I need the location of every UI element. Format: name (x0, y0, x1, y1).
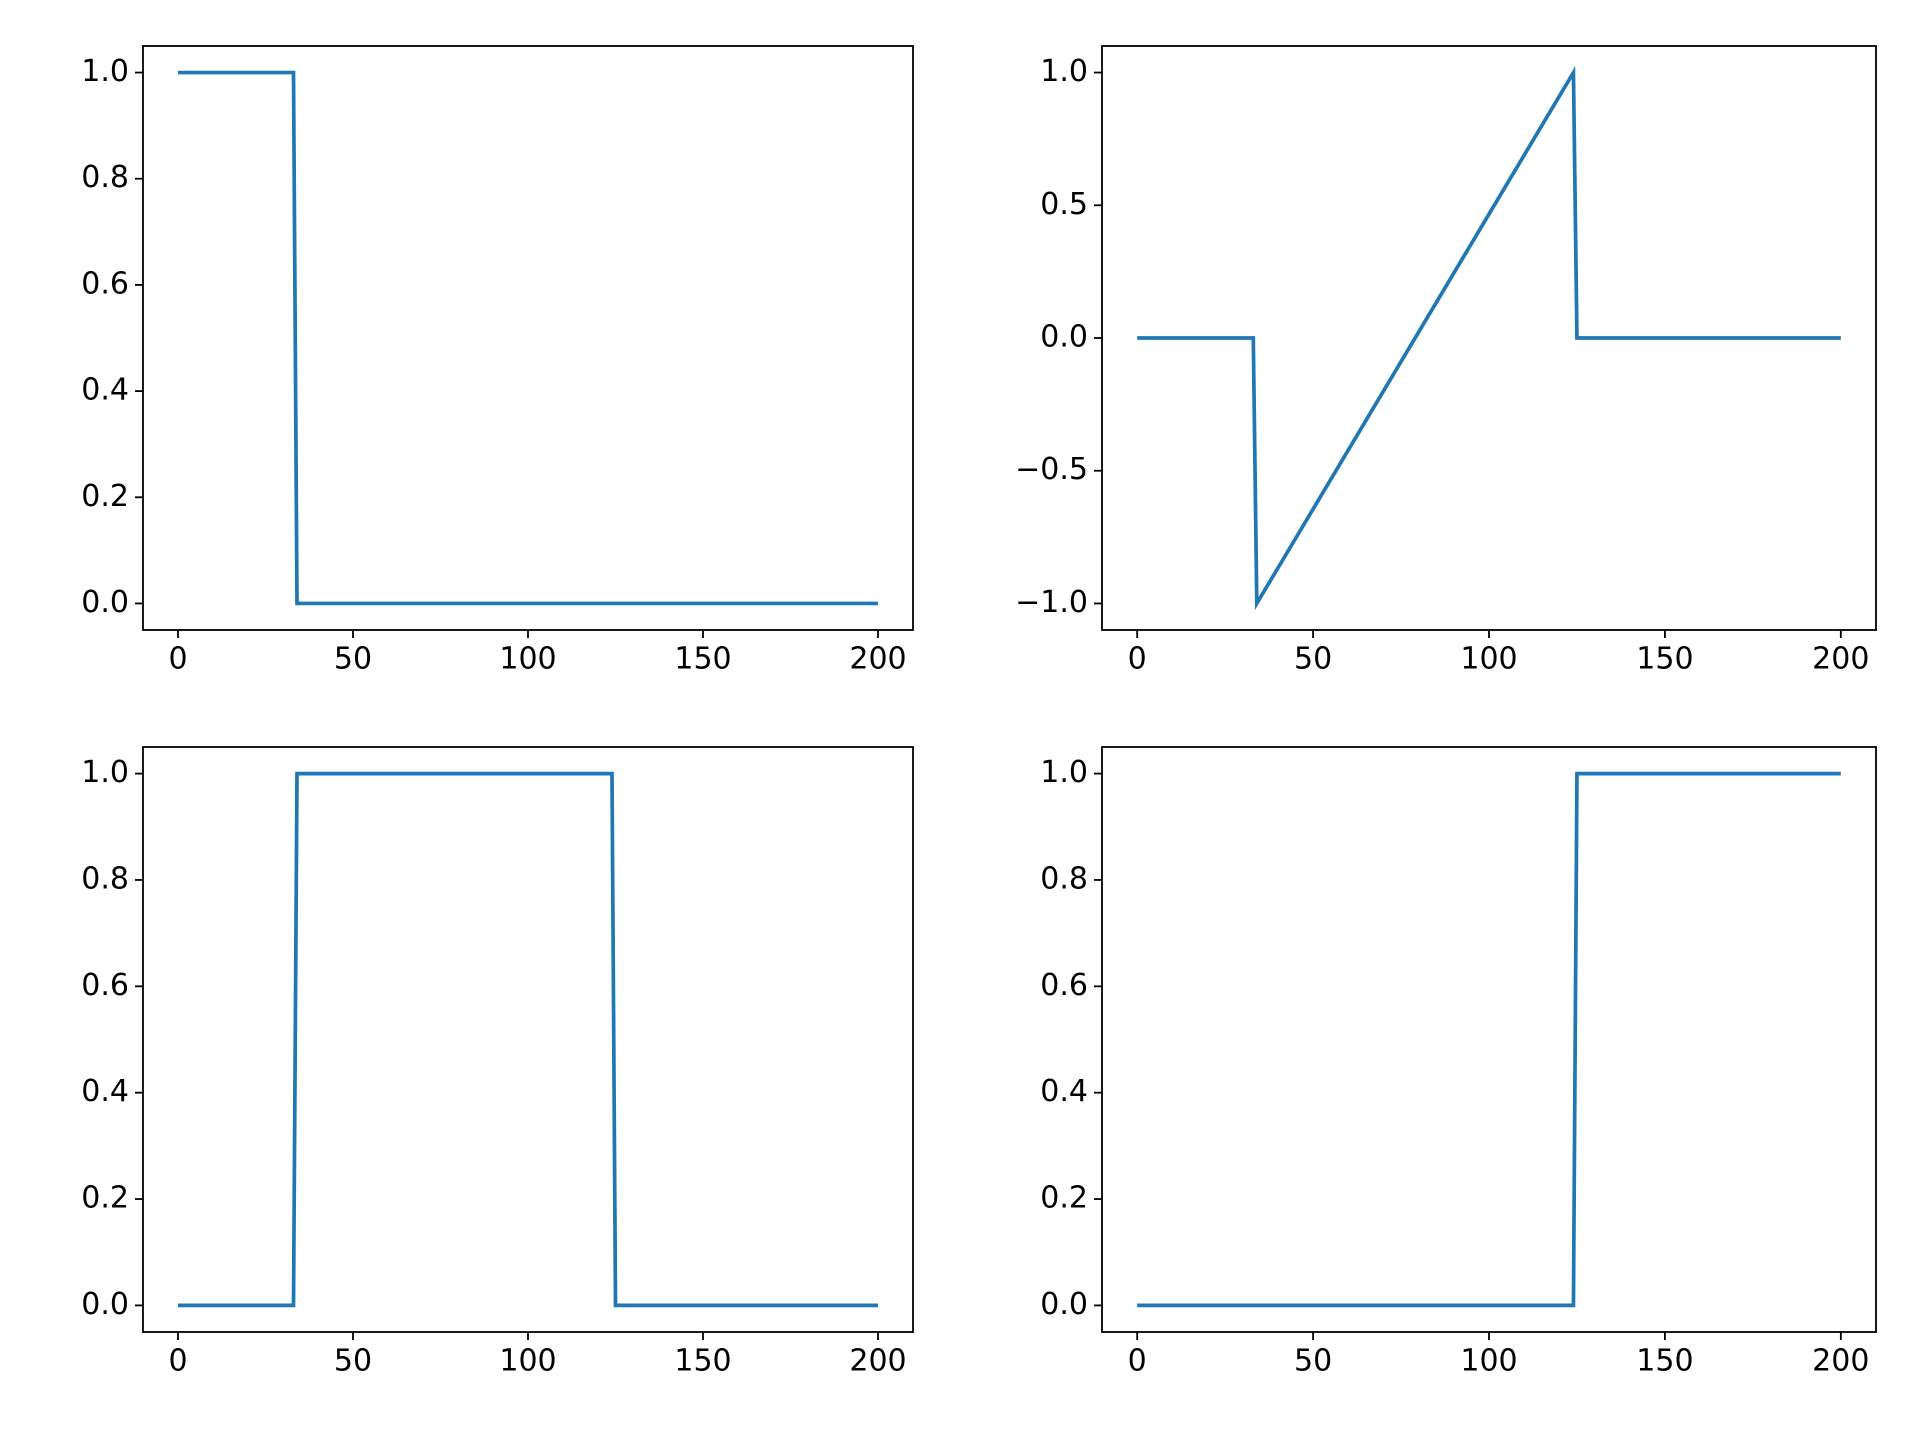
y-tick-label: 0.6 (81, 968, 129, 1003)
x-tick-label: 100 (499, 1344, 556, 1379)
y-tick-label: −1.0 (1015, 585, 1088, 620)
axes-frame (1101, 746, 1877, 1333)
y-tick-label: 0.5 (1040, 187, 1088, 222)
y-tick-label: 1.0 (1040, 755, 1088, 790)
x-tick-label: 50 (334, 1344, 372, 1379)
y-tick-label: 0.0 (81, 1287, 129, 1322)
y-tick-label: 0.0 (1040, 1287, 1088, 1322)
y-tick-label: 0.0 (1040, 320, 1088, 355)
y-tick-label: 1.0 (1040, 54, 1088, 89)
x-tick-label: 0 (1128, 1344, 1147, 1379)
x-tick-label: 50 (1294, 642, 1332, 677)
x-tick-label: 200 (1812, 642, 1869, 677)
data-line (1137, 771, 1841, 1308)
data-line (178, 771, 878, 1308)
x-tick-label: 100 (1460, 1344, 1517, 1379)
x-tick-label: 100 (1460, 642, 1517, 677)
x-tick-label: 150 (1636, 642, 1693, 677)
y-tick-label: 0.4 (1040, 1074, 1088, 1109)
y-tick-label: 1.0 (81, 54, 129, 89)
x-tick-label: 200 (849, 1344, 906, 1379)
y-tick-label: 0.4 (81, 373, 129, 408)
x-tick-label: 50 (334, 642, 372, 677)
y-tick-label: −0.5 (1015, 452, 1088, 487)
x-tick-label: 150 (674, 1344, 731, 1379)
y-tick-label: 0.6 (81, 266, 129, 301)
y-tick-label: 0.2 (81, 479, 129, 514)
x-tick-label: 0 (168, 642, 187, 677)
y-tick-label: 0.8 (81, 861, 129, 896)
data-line (1137, 65, 1841, 611)
x-tick-label: 150 (674, 642, 731, 677)
x-tick-label: 200 (1812, 1344, 1869, 1379)
data-line (178, 70, 878, 606)
x-tick-label: 50 (1294, 1344, 1332, 1379)
x-tick-label: 0 (168, 1344, 187, 1379)
x-tick-label: 100 (499, 642, 556, 677)
axes-frame (142, 45, 914, 631)
y-tick-label: 0.8 (1040, 861, 1088, 896)
x-tick-label: 200 (849, 642, 906, 677)
y-tick-label: 0.0 (81, 585, 129, 620)
x-tick-label: 0 (1128, 642, 1147, 677)
y-tick-label: 0.6 (1040, 968, 1088, 1003)
y-tick-label: 1.0 (81, 755, 129, 790)
y-tick-label: 0.2 (81, 1181, 129, 1216)
y-tick-label: 0.4 (81, 1074, 129, 1109)
y-tick-label: 0.8 (81, 160, 129, 195)
axes-frame (142, 746, 914, 1333)
y-tick-label: 0.2 (1040, 1181, 1088, 1216)
x-tick-label: 150 (1636, 1344, 1693, 1379)
